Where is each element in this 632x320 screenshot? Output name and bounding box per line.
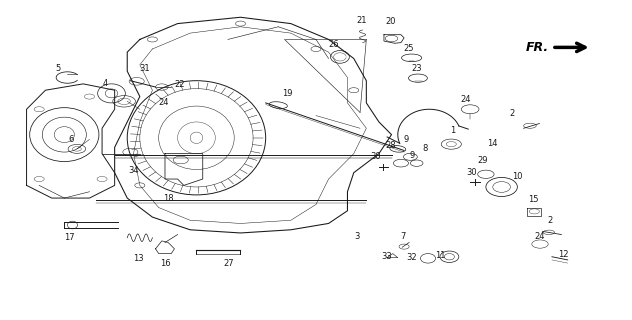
Text: 31: 31: [140, 63, 150, 73]
Text: 11: 11: [435, 251, 445, 260]
Text: 28: 28: [385, 141, 396, 150]
Text: 13: 13: [133, 254, 144, 263]
Text: 7: 7: [400, 232, 406, 241]
Text: 12: 12: [558, 250, 569, 259]
Text: 24: 24: [159, 98, 169, 107]
Text: 5: 5: [56, 63, 61, 73]
Text: 27: 27: [224, 259, 234, 268]
Text: 30: 30: [370, 152, 381, 161]
Text: 9: 9: [410, 151, 415, 160]
Text: 30: 30: [467, 168, 477, 177]
Text: 25: 25: [404, 44, 415, 53]
Text: 8: 8: [422, 144, 427, 153]
Text: 33: 33: [381, 252, 392, 261]
Text: 21: 21: [356, 16, 367, 25]
Text: 22: 22: [174, 80, 185, 89]
Text: 1: 1: [451, 126, 456, 135]
Text: 19: 19: [282, 89, 293, 98]
Text: 10: 10: [512, 172, 523, 181]
Text: 29: 29: [478, 156, 488, 165]
Text: 4: 4: [102, 79, 108, 88]
Text: 18: 18: [163, 194, 173, 203]
Text: 24: 24: [461, 95, 471, 104]
Text: 34: 34: [128, 166, 139, 175]
Text: 32: 32: [406, 253, 417, 262]
Text: 16: 16: [160, 259, 170, 268]
Text: 15: 15: [528, 195, 538, 204]
Text: 2: 2: [547, 216, 553, 225]
Text: 26: 26: [328, 40, 339, 49]
Text: 14: 14: [487, 139, 497, 148]
Text: 6: 6: [68, 135, 73, 144]
Text: 23: 23: [411, 63, 422, 73]
Text: 24: 24: [534, 232, 545, 241]
Text: 20: 20: [385, 17, 396, 26]
Text: 3: 3: [354, 232, 360, 241]
Text: FR.: FR.: [526, 41, 549, 54]
Text: 2: 2: [509, 109, 515, 118]
Text: 9: 9: [403, 135, 409, 144]
Text: 17: 17: [64, 233, 75, 242]
